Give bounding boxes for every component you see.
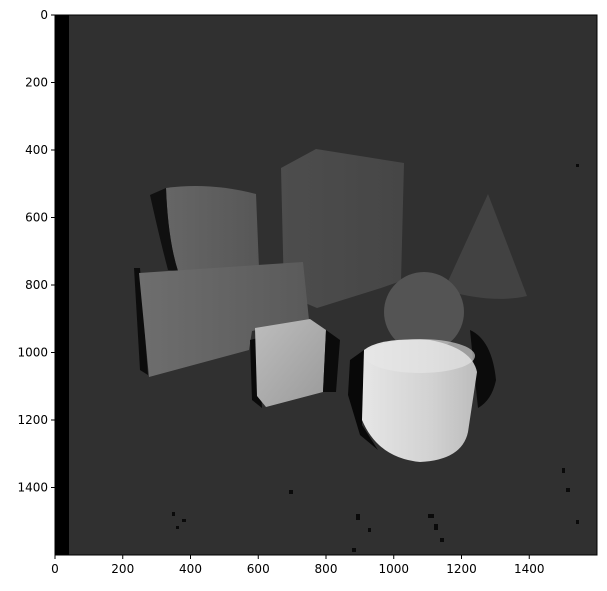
shadow-cylinder-front [348, 350, 378, 450]
x-tick-label: 600 [247, 562, 270, 576]
y-tick-label: 1000 [17, 346, 48, 360]
y-tick-label: 600 [25, 211, 48, 225]
x-tick-label: 800 [315, 562, 338, 576]
depth-image [54, 14, 598, 556]
y-tick-label: 800 [25, 278, 48, 292]
object-box-left [139, 262, 309, 377]
object-cube-back [281, 149, 404, 308]
x-tick-label: 1000 [378, 562, 409, 576]
y-tick-label: 1400 [17, 481, 48, 495]
object-cone [444, 194, 527, 299]
object-cylinder-back-left [166, 186, 259, 271]
shadow-cylinder-front-right [470, 330, 496, 408]
y-tick-label: 200 [25, 76, 48, 90]
x-axis: 0 200 400 600 800 1000 1200 1400 [51, 555, 545, 576]
y-axis: 0 200 400 600 800 1000 1200 1400 [17, 8, 55, 495]
x-tick-label: 0 [51, 562, 59, 576]
y-tick-label: 1200 [17, 413, 48, 427]
y-tick-label: 400 [25, 143, 48, 157]
x-tick-label: 1400 [514, 562, 545, 576]
x-tick-label: 1200 [446, 562, 477, 576]
y-tick-label: 0 [40, 8, 48, 22]
x-tick-label: 200 [111, 562, 134, 576]
x-tick-label: 400 [179, 562, 202, 576]
depth-noise-specks [172, 164, 579, 552]
object-sphere [384, 272, 464, 352]
object-cube-front [255, 319, 326, 407]
shadow-cylinder-back-left [150, 188, 178, 271]
shadow-cube-front-right [323, 330, 340, 392]
cylinder-front-top [365, 339, 475, 373]
shadow-box-left [134, 268, 148, 375]
left-invalid-strip [55, 15, 69, 555]
